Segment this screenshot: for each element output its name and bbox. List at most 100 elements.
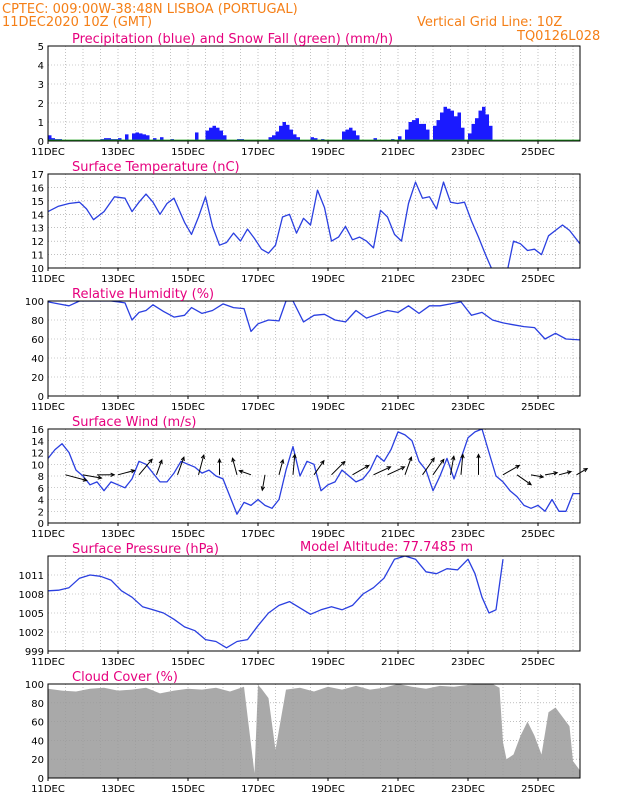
y-tick-label: 10 bbox=[31, 460, 44, 471]
wind-arrow bbox=[373, 466, 392, 476]
wind-arrow bbox=[530, 474, 545, 479]
y-tick-label: 40 bbox=[31, 736, 44, 747]
x-tick-label: 21DEC bbox=[381, 147, 415, 158]
wind-arrow-head bbox=[583, 468, 589, 473]
precip-bar bbox=[223, 135, 227, 141]
wind-arrow bbox=[576, 468, 589, 476]
x-tick-label: 11DEC bbox=[31, 529, 65, 540]
wind-arrow bbox=[422, 457, 435, 476]
y-tick-label: 14 bbox=[31, 437, 44, 448]
x-tick-label: 15DEC bbox=[171, 657, 205, 668]
x-tick-label: 17DEC bbox=[241, 784, 275, 795]
wind-arrow-head bbox=[408, 456, 413, 462]
wind-arrow-head bbox=[430, 457, 435, 463]
wind-arrow bbox=[544, 471, 559, 476]
wind-arrow-head bbox=[110, 472, 116, 478]
precip-bar bbox=[107, 138, 111, 141]
x-tick-label: 19DEC bbox=[311, 784, 345, 795]
precip-bar bbox=[345, 129, 349, 141]
wind-arrow-shaft bbox=[198, 454, 205, 475]
wind-arrow-shaft bbox=[331, 461, 346, 476]
precip-bar bbox=[405, 129, 409, 141]
x-tick-label: 11DEC bbox=[31, 274, 65, 285]
x-tick-label: 19DEC bbox=[311, 147, 345, 158]
wind-arrow bbox=[476, 453, 481, 475]
panel-6: 0 20 40 60 80 100 11DEC 13DEC 15DEC 17DEC 19DEC 21D… bbox=[25, 670, 581, 795]
precip-bar bbox=[275, 131, 279, 141]
wind-arrow-shaft bbox=[313, 460, 325, 476]
precip-bar bbox=[433, 125, 437, 141]
header-datetime: 11DEC2020 10Z (GMT) bbox=[2, 15, 152, 30]
panel-frame bbox=[47, 428, 581, 524]
precip-bar bbox=[471, 123, 475, 141]
y-tick-label: 0 bbox=[38, 774, 44, 785]
wind-arrow bbox=[138, 458, 153, 476]
x-tick-label: 17DEC bbox=[241, 657, 275, 668]
precip-bar bbox=[485, 114, 489, 141]
series-line bbox=[48, 301, 580, 341]
wind-arrow-shaft bbox=[432, 459, 445, 476]
precip-bar bbox=[104, 138, 108, 141]
wind-arrow bbox=[156, 459, 163, 475]
wind-arrow-shaft bbox=[502, 464, 520, 476]
panel-3: 0 20 40 60 80 100 11DEC 13DEC 15DEC 17DEC 19DEC 21D… bbox=[25, 287, 581, 413]
precip-bar bbox=[272, 135, 276, 141]
y-tick-label: 12 bbox=[31, 449, 44, 460]
panel-title: Surface Pressure (hPa) bbox=[72, 542, 219, 557]
y-tick-label: 5 bbox=[38, 42, 44, 53]
y-tick-label: 16 bbox=[31, 183, 44, 194]
x-tick-label: 15DEC bbox=[171, 402, 205, 413]
panel-frame bbox=[47, 173, 581, 269]
wind-arrow-head bbox=[364, 464, 370, 469]
wind-arrow bbox=[231, 457, 238, 475]
x-tick-label: 21DEC bbox=[381, 784, 415, 795]
y-tick-label: 16 bbox=[31, 425, 44, 436]
wind-arrow bbox=[278, 458, 285, 475]
wind-arrow-shaft bbox=[576, 468, 588, 476]
precip-bar bbox=[426, 129, 430, 141]
x-tick-label: 13DEC bbox=[101, 147, 135, 158]
precip-bar bbox=[447, 108, 451, 141]
wind-arrow-shaft bbox=[422, 457, 435, 476]
y-tick-label: 0 bbox=[38, 392, 44, 403]
precip-bar bbox=[118, 138, 122, 141]
precip-bar bbox=[195, 132, 199, 141]
wind-arrow bbox=[558, 470, 573, 476]
wind-arrow-shaft bbox=[177, 457, 185, 475]
wind-arrow bbox=[502, 464, 521, 476]
x-tick-label: 13DEC bbox=[101, 402, 135, 413]
x-tick-label: 11DEC bbox=[31, 147, 65, 158]
wind-arrow-shaft bbox=[516, 474, 532, 486]
x-tick-label: 23DEC bbox=[451, 402, 485, 413]
y-tick-label: 20 bbox=[31, 373, 44, 384]
y-tick-label: 0 bbox=[38, 137, 44, 148]
wind-arrow-shaft bbox=[261, 474, 266, 491]
y-tick-label: 20 bbox=[31, 755, 44, 766]
y-tick-label: 40 bbox=[31, 354, 44, 365]
wind-arrow bbox=[82, 474, 103, 480]
wind-arrow-head bbox=[527, 480, 533, 486]
wind-arrow bbox=[96, 472, 116, 478]
wind-arrow bbox=[404, 456, 413, 475]
panel-title: Precipitation (blue) and Snow Fall (gree… bbox=[72, 32, 393, 47]
wind-arrow-head bbox=[460, 453, 465, 459]
y-tick-label: 13 bbox=[31, 224, 44, 235]
wind-arrow-head bbox=[400, 466, 406, 471]
wind-arrow-shaft bbox=[460, 454, 464, 475]
precip-bar bbox=[468, 133, 472, 141]
precip-bar bbox=[461, 127, 465, 141]
precip-bar bbox=[153, 138, 157, 141]
precip-bar bbox=[352, 130, 356, 141]
precip-bar bbox=[398, 136, 402, 141]
precip-bar bbox=[289, 129, 293, 141]
precip-bar bbox=[293, 134, 297, 141]
wind-arrow bbox=[177, 456, 185, 475]
wind-arrow-shaft bbox=[156, 460, 163, 475]
y-tick-label: 17 bbox=[31, 170, 44, 181]
wind-arrow-head bbox=[450, 455, 456, 461]
x-tick-label: 13DEC bbox=[101, 274, 135, 285]
y-tick-label: 80 bbox=[31, 699, 44, 710]
wind-arrow bbox=[313, 459, 325, 476]
wind-arrow-shaft bbox=[387, 466, 405, 476]
